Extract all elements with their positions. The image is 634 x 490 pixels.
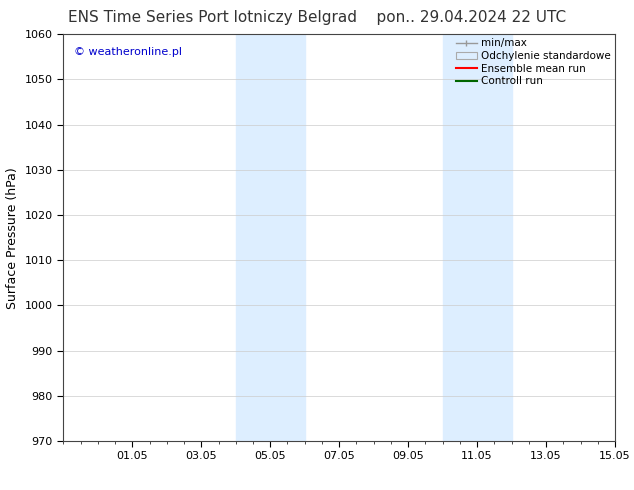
Text: © weatheronline.pl: © weatheronline.pl xyxy=(74,47,183,56)
Bar xyxy=(236,34,305,441)
Legend: min/max, Odchylenie standardowe, Ensemble mean run, Controll run: min/max, Odchylenie standardowe, Ensembl… xyxy=(454,36,613,88)
Text: ENS Time Series Port lotniczy Belgrad    pon.. 29.04.2024 22 UTC: ENS Time Series Port lotniczy Belgrad po… xyxy=(68,10,566,25)
Y-axis label: Surface Pressure (hPa): Surface Pressure (hPa) xyxy=(6,167,19,309)
Bar xyxy=(443,34,512,441)
